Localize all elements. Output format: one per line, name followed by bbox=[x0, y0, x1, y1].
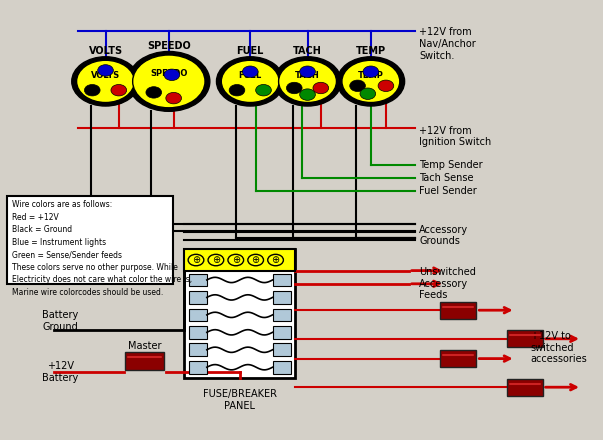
Text: FUEL: FUEL bbox=[236, 46, 264, 56]
Text: VOLTS: VOLTS bbox=[91, 70, 120, 80]
Bar bbox=[189, 308, 207, 321]
Circle shape bbox=[286, 82, 302, 94]
Circle shape bbox=[77, 60, 134, 103]
Circle shape bbox=[229, 84, 245, 96]
Circle shape bbox=[146, 87, 162, 98]
Text: FUEL: FUEL bbox=[239, 70, 262, 80]
Text: +12V from
Nav/Anchor
Switch.: +12V from Nav/Anchor Switch. bbox=[419, 27, 476, 61]
Circle shape bbox=[378, 80, 394, 92]
Text: SPEEDO: SPEEDO bbox=[150, 69, 188, 78]
Circle shape bbox=[84, 84, 100, 96]
Text: ⊕: ⊕ bbox=[192, 255, 200, 265]
Circle shape bbox=[188, 254, 204, 266]
Circle shape bbox=[111, 84, 127, 96]
Circle shape bbox=[166, 92, 182, 104]
Text: VOLTS: VOLTS bbox=[89, 46, 122, 56]
Bar bbox=[125, 352, 164, 370]
Circle shape bbox=[360, 88, 376, 99]
Circle shape bbox=[216, 57, 284, 106]
Circle shape bbox=[128, 51, 210, 111]
Circle shape bbox=[342, 60, 400, 103]
Circle shape bbox=[337, 57, 405, 106]
Circle shape bbox=[300, 89, 315, 100]
Text: +12V
Battery: +12V Battery bbox=[42, 361, 78, 383]
Text: SPEEDO: SPEEDO bbox=[147, 40, 191, 51]
Text: Accessory
Grounds: Accessory Grounds bbox=[419, 224, 468, 246]
Circle shape bbox=[363, 66, 379, 77]
Circle shape bbox=[274, 57, 341, 106]
Bar bbox=[507, 379, 543, 396]
Circle shape bbox=[133, 55, 205, 108]
Bar bbox=[273, 361, 291, 374]
Text: +12V to
switched
accessories: +12V to switched accessories bbox=[531, 331, 587, 364]
Bar bbox=[189, 274, 207, 286]
Circle shape bbox=[256, 84, 271, 96]
Text: Wire colors are as follows:
Red = +12V
Black = Ground
Blue = Instrument lights
G: Wire colors are as follows: Red = +12V B… bbox=[12, 200, 192, 297]
Text: ⊕: ⊕ bbox=[271, 255, 280, 265]
Bar bbox=[273, 344, 291, 356]
Text: TACH: TACH bbox=[293, 46, 322, 56]
Circle shape bbox=[279, 60, 336, 103]
Circle shape bbox=[72, 57, 139, 106]
Circle shape bbox=[268, 254, 283, 266]
Circle shape bbox=[350, 80, 365, 92]
Circle shape bbox=[228, 254, 244, 266]
Text: Master: Master bbox=[128, 341, 162, 351]
Circle shape bbox=[164, 69, 180, 81]
Circle shape bbox=[208, 254, 224, 266]
Bar bbox=[273, 308, 291, 321]
Bar bbox=[189, 361, 207, 374]
Bar bbox=[189, 326, 207, 339]
Bar bbox=[440, 302, 476, 319]
Bar bbox=[440, 350, 476, 367]
Text: ⊕: ⊕ bbox=[212, 255, 220, 265]
Text: Fuel Sender: Fuel Sender bbox=[419, 187, 477, 196]
Bar bbox=[273, 326, 291, 339]
Text: TACH: TACH bbox=[295, 70, 320, 80]
Circle shape bbox=[242, 66, 258, 77]
Circle shape bbox=[248, 254, 264, 266]
Text: Temp Sender: Temp Sender bbox=[419, 160, 483, 170]
Bar bbox=[189, 344, 207, 356]
Circle shape bbox=[313, 82, 329, 94]
Text: Tach Sense: Tach Sense bbox=[419, 173, 473, 183]
Bar bbox=[184, 249, 295, 378]
Text: Battery
Ground: Battery Ground bbox=[42, 310, 78, 332]
Text: FUSE/BREAKER
PANEL: FUSE/BREAKER PANEL bbox=[203, 389, 277, 411]
Text: ⊕: ⊕ bbox=[251, 255, 260, 265]
Text: TEMP: TEMP bbox=[358, 70, 384, 80]
Text: +12V from
Ignition Switch: +12V from Ignition Switch bbox=[419, 125, 491, 147]
Bar bbox=[184, 249, 295, 271]
Bar bbox=[273, 274, 291, 286]
Text: ⊕: ⊕ bbox=[232, 255, 240, 265]
Bar bbox=[189, 291, 207, 304]
Circle shape bbox=[221, 60, 279, 103]
Bar bbox=[7, 196, 173, 284]
Circle shape bbox=[98, 65, 113, 76]
Text: Unswitched
Accessory
Feeds: Unswitched Accessory Feeds bbox=[419, 267, 476, 301]
Bar bbox=[507, 330, 543, 347]
Circle shape bbox=[300, 66, 315, 77]
Bar bbox=[273, 291, 291, 304]
Text: TEMP: TEMP bbox=[356, 46, 386, 56]
